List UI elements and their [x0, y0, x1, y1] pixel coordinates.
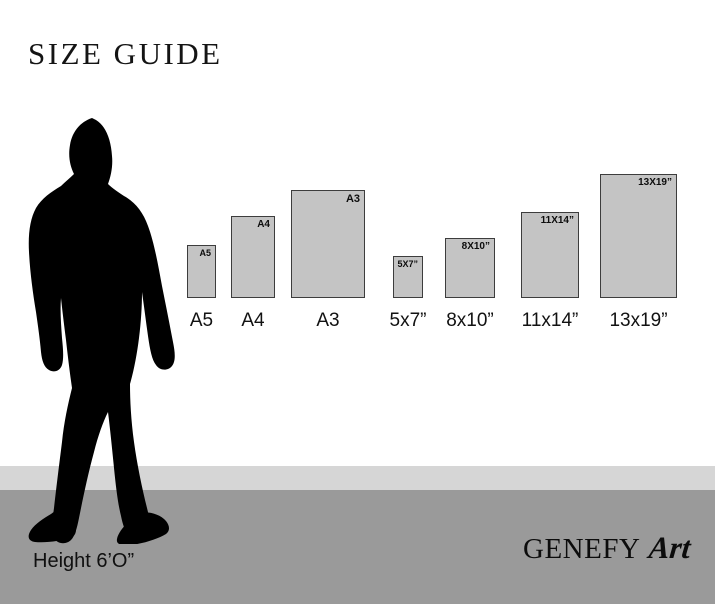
frame-inner-label-a4: A4 [257, 219, 270, 230]
man-silhouette [28, 118, 175, 544]
frame-caption-a4: A4 [241, 310, 265, 331]
frame-caption-8x10: 8x10” [446, 310, 494, 331]
logo-script-art: Art [647, 530, 693, 565]
frame-11x14: 11X14” [521, 212, 579, 298]
brand-logo: GENEFY Art [523, 530, 693, 566]
frame-caption-a5: A5 [189, 310, 214, 331]
logo-wordmark: GENEFY [523, 533, 641, 565]
frame-inner-label-5x7: 5X7” [397, 259, 418, 269]
floor-background [0, 490, 715, 604]
height-label: Height 6’O” [33, 550, 135, 572]
frame-inner-label-13x19: 13X19” [638, 177, 672, 188]
frame-inner-label-a5: A5 [199, 248, 211, 258]
frame-inner-label-a3: A3 [345, 193, 360, 205]
page-title: SIZE GUIDE [28, 36, 223, 71]
frame-caption-a3: A3 [316, 310, 340, 331]
frame-13x19: 13X19” [600, 174, 677, 298]
frame-a5: A5 [187, 245, 216, 298]
frame-a3: A3 [291, 190, 365, 298]
frame-caption-5x7: 5x7” [389, 310, 427, 331]
frame-caption-11x14: 11x14” [521, 310, 579, 331]
frame-a4: A4 [231, 216, 275, 298]
frame-caption-13x19: 13x19” [609, 310, 668, 331]
frame-inner-label-11x14: 11X14” [540, 215, 574, 226]
frame-8x10: 8X10” [445, 238, 495, 298]
frame-5x7: 5X7” [393, 256, 423, 298]
frame-inner-label-8x10: 8X10” [461, 241, 490, 252]
